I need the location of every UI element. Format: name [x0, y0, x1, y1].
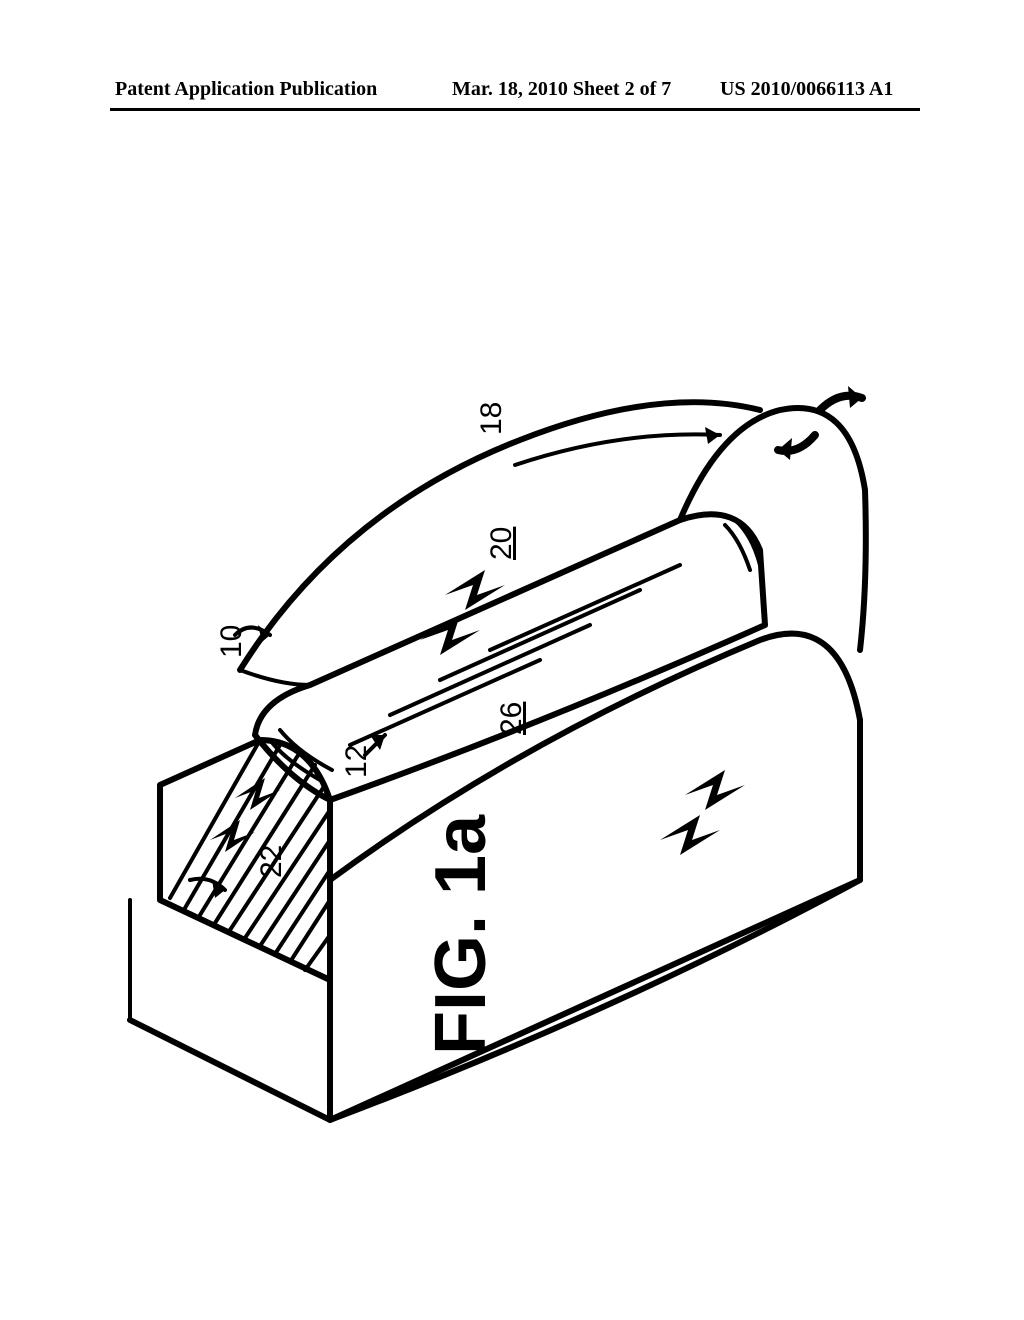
- fender-arch: [680, 408, 866, 650]
- hood-rear-lip: [725, 520, 760, 570]
- motion-arrow-side: [660, 770, 745, 855]
- header-left: Patent Application Publication: [115, 78, 377, 101]
- header-right: US 2010/0066113 A1: [720, 78, 893, 101]
- header-rule: [110, 108, 920, 111]
- cowl-line: [240, 670, 310, 685]
- motion-arrow-hood: [420, 570, 505, 655]
- page: Patent Application Publication Mar. 18, …: [0, 0, 1024, 1320]
- header-center: Mar. 18, 2010 Sheet 2 of 7: [452, 78, 671, 101]
- refnum-20: 20: [485, 527, 519, 560]
- refnum-22: 22: [255, 845, 289, 878]
- motion-arrow-fender-top: [778, 386, 862, 460]
- patent-figure: [120, 180, 900, 1140]
- refnum-12: 12: [340, 745, 374, 778]
- front-fascia-hatched: [160, 740, 330, 980]
- refnum-26: 26: [495, 702, 529, 735]
- refnum-10: 10: [215, 625, 249, 658]
- refnum-18: 18: [475, 402, 509, 435]
- figure-label: FIG. 1a: [420, 815, 502, 1055]
